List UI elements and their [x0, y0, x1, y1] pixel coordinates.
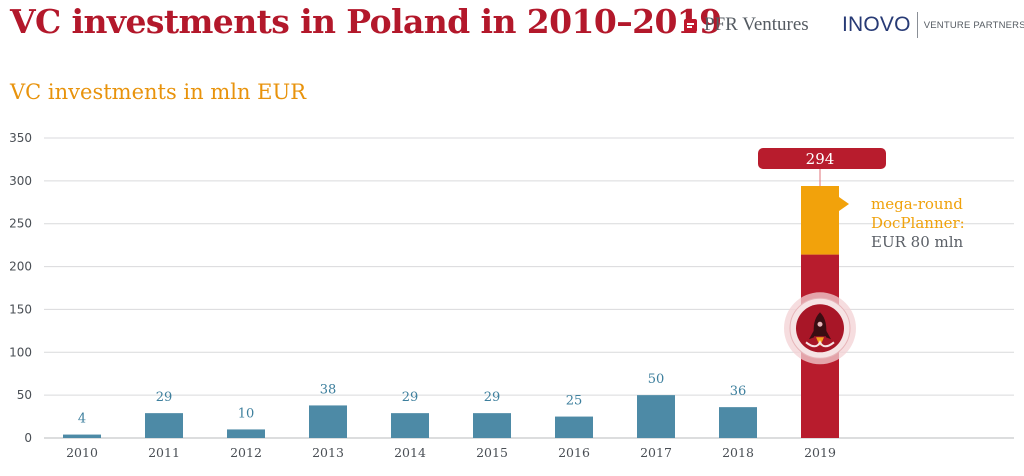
- inovo-label: INOVO: [842, 13, 911, 36]
- pfr-ventures-label: PFR Ventures: [704, 14, 809, 35]
- data-label-2011: 29: [156, 390, 173, 405]
- page-title: VC investments in Poland in 2010–2019: [10, 2, 722, 41]
- bar-2017: [637, 395, 675, 438]
- bar-2015: [473, 413, 511, 438]
- total-pill: [758, 148, 886, 169]
- y-tick-label: 50: [17, 388, 32, 402]
- bar-2013: [309, 405, 347, 438]
- mega-round-label: mega-round: [871, 195, 963, 213]
- data-label-2010: 4: [78, 412, 86, 427]
- bar-2011: [145, 413, 183, 438]
- data-label-2012: 10: [238, 406, 255, 421]
- x-tick-label-2016: 2016: [558, 445, 590, 460]
- data-label-2016: 25: [566, 394, 583, 409]
- bar-2019-mega-round: [801, 186, 839, 255]
- data-label-2015: 29: [484, 390, 501, 405]
- chart-subtitle: VC investments in mln EUR: [10, 80, 306, 104]
- bar-2012: [227, 429, 265, 438]
- x-tick-label-2013: 2013: [312, 445, 344, 460]
- data-label-2018: 36: [730, 384, 747, 399]
- triangle-pointer-icon: [839, 197, 849, 211]
- x-tick-label-2015: 2015: [476, 445, 508, 460]
- x-tick-label-2012: 2012: [230, 445, 262, 460]
- data-label-2014: 29: [402, 390, 419, 405]
- data-label-2013: 38: [320, 382, 337, 397]
- bar-2014: [391, 413, 429, 438]
- pfr-ventures-logo: PFR Ventures: [684, 14, 809, 36]
- y-tick-label: 300: [9, 174, 32, 188]
- x-tick-label-2011: 2011: [148, 445, 180, 460]
- x-tick-label-2017: 2017: [640, 445, 672, 460]
- inovo-logo: INOVO VENTURE PARTNERS: [842, 12, 1024, 38]
- x-tick-label-2019: 2019: [804, 445, 836, 460]
- y-tick-label: 200: [9, 260, 32, 274]
- docplanner-label: DocPlanner:: [871, 214, 965, 232]
- rocket-icon: [805, 312, 835, 348]
- y-tick-label: 350: [9, 131, 32, 145]
- x-tick-label-2010: 2010: [66, 445, 98, 460]
- pfr-logo-icon: [684, 19, 697, 32]
- bar-2010: [63, 434, 101, 438]
- data-label-2017: 50: [648, 372, 665, 387]
- mega-round-amount: EUR 80 mln: [871, 233, 964, 251]
- bar-2018: [719, 407, 757, 438]
- y-tick-label: 250: [9, 217, 32, 231]
- x-tick-label-2014: 2014: [394, 445, 426, 460]
- total-label-2019: 294: [806, 150, 835, 168]
- inovo-sub-label: VENTURE PARTNERS: [923, 19, 1024, 31]
- y-tick-label: 150: [9, 302, 32, 316]
- y-tick-label: 100: [9, 345, 32, 359]
- y-tick-label: 0: [24, 431, 32, 445]
- logo-divider: [916, 12, 918, 38]
- x-tick-label-2018: 2018: [722, 445, 754, 460]
- bar-2016: [555, 416, 593, 438]
